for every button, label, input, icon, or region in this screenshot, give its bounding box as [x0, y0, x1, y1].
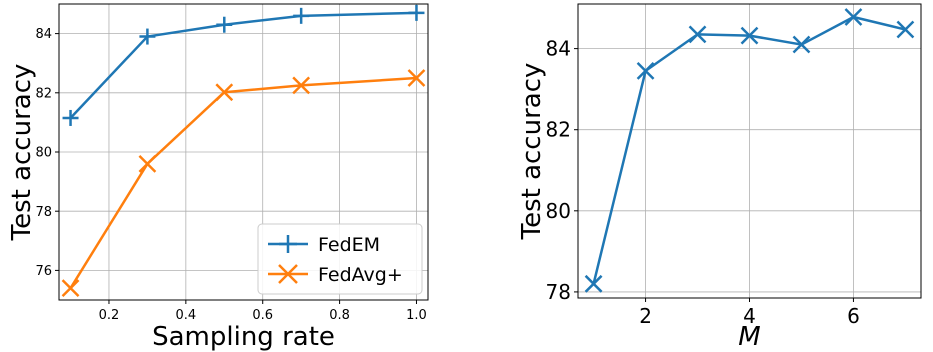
chart1-series-1-point-3 [293, 7, 310, 24]
chart1-legend-label-0: FedEM [318, 234, 380, 256]
chart1-ytick-label-3: 82 [35, 86, 52, 101]
chart1-series-1-point-0 [62, 109, 79, 126]
chart1-ytick-label-1: 78 [35, 205, 52, 220]
chart2-ytick-label-0: 78 [546, 280, 571, 304]
chart2-series-1-point-3 [740, 26, 759, 45]
chart2-series-1-point-6 [896, 20, 915, 39]
chart1-series-1-line [69, 11, 417, 119]
chart1-xtick-label-2: 0.6 [252, 308, 273, 323]
chart1-series-1-point-1 [139, 28, 156, 45]
chart2-ytick-label-3: 84 [546, 37, 571, 61]
chart1: 0.2 0.4 0.6 0.8 1.0 76 78 80 82 84 Sampling rate Te… [7, 3, 429, 352]
chart2-series-1-point-2 [688, 25, 707, 44]
chart2-series-1-point-2-b [688, 25, 707, 44]
chart1-legend: FedEM FedAvg+ [257, 223, 423, 295]
chart1-ylabel: Test accuracy [7, 64, 37, 242]
chart2-ytick-label-1: 80 [546, 199, 571, 223]
chart2-xlabel: M [738, 322, 760, 352]
chart2-xtick-label-1: 4 [743, 304, 756, 328]
chart2-series-1-point-5 [844, 8, 863, 26]
chart1-series-2-point-1-b [138, 154, 157, 173]
chart1-series-2-point-3-b [292, 76, 311, 95]
chart2-series-1-point-5-b [844, 8, 863, 26]
chart1-legend-box [257, 223, 423, 295]
chart2-series-1-point-3-b [740, 26, 759, 45]
chart1-legend-marker-1-b [278, 264, 298, 284]
chart1-xtick-label-3: 0.8 [329, 308, 350, 323]
chart2-series-1-point-0-b [584, 274, 603, 293]
chart1-series-2-point-1 [138, 154, 157, 173]
chart1-series-2-point-4-b [407, 69, 426, 87]
chart1-ytick-label-4: 84 [35, 27, 52, 42]
chart1-xtick-label-1: 0.4 [176, 308, 197, 323]
chart1-legend-label-1: FedAvg+ [318, 264, 403, 286]
chart2-ylabel: Test accuracy [517, 63, 547, 241]
chart2: 2 4 6 78 80 82 84 M Test accuracy [517, 3, 922, 352]
chart2-series-1-point-0 [584, 274, 603, 293]
chart2-series-1-point-6-b [896, 20, 915, 39]
chart1-ytick-label-0: 76 [35, 264, 52, 279]
chart1-series-2-point-2 [215, 83, 234, 102]
chart1-series-2-point-2-b [215, 83, 234, 102]
chart1-series-2-point-4 [407, 69, 426, 87]
chart2-series-1-point-1 [636, 62, 655, 80]
chart1-xtick-label-4: 1.0 [406, 308, 427, 323]
chart2-xtick-label-0: 2 [639, 304, 652, 328]
chart2-ytick-label-2: 82 [546, 118, 571, 142]
chart2-series-1-point-1-b [636, 62, 655, 80]
chart1-series-1-point-2 [216, 16, 233, 33]
chart1-ytick-label-2: 80 [35, 146, 52, 161]
chart1-xtick-label-0: 0.2 [99, 308, 120, 323]
chart2-xtick-label-2: 6 [847, 304, 860, 328]
chart1-series-2-point-0 [61, 279, 80, 298]
chart2-series-1-point-4 [792, 35, 811, 54]
chart2-series-1-point-4-b [792, 35, 811, 54]
chart1-series-2-point-3 [292, 76, 311, 95]
chart1-series-1-point-4 [408, 4, 425, 21]
chart1-xlabel: Sampling rate [152, 322, 335, 352]
chart1-series-2-point-0-b [61, 279, 80, 298]
